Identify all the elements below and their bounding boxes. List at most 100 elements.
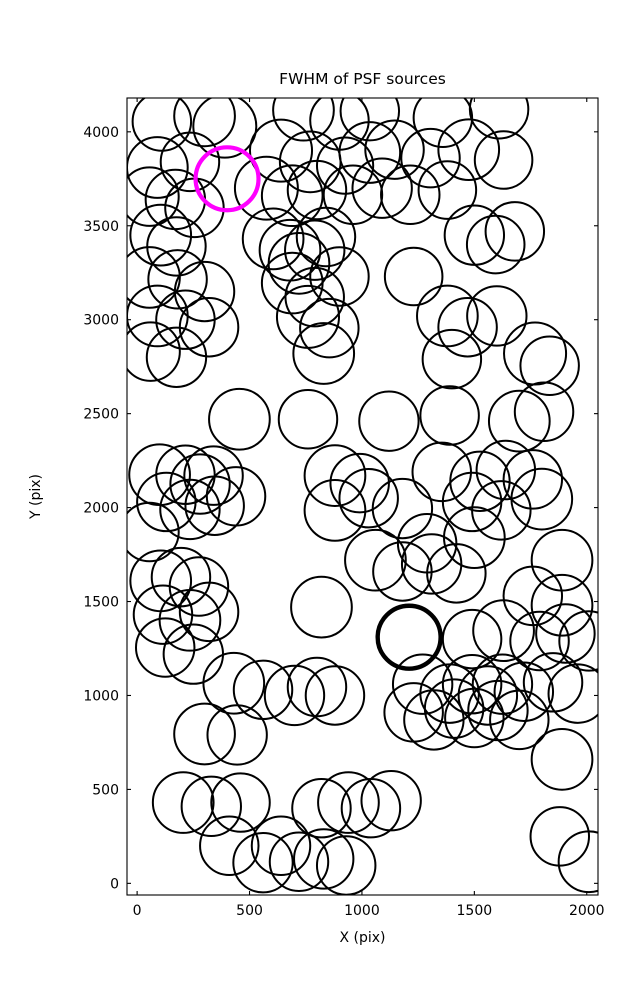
psf-source-circle xyxy=(286,159,348,221)
psf-source-circle xyxy=(472,599,535,663)
psf-source-circle xyxy=(400,533,463,595)
psf-source-circle xyxy=(178,581,240,643)
psf-source-circle xyxy=(416,284,479,348)
x-tick-label: 2000 xyxy=(569,903,605,919)
psf-source-circle xyxy=(400,127,461,189)
psf-source-circle xyxy=(391,653,454,715)
psf-source-circle xyxy=(210,772,271,833)
psf-source-circle xyxy=(465,214,526,275)
psf-source-circle xyxy=(557,830,598,894)
axes-spines xyxy=(126,97,599,896)
psf-source-circle xyxy=(535,603,596,664)
psf-source-circle xyxy=(437,118,501,182)
psf-source-circle xyxy=(403,689,465,751)
y-tick-label: 2500 xyxy=(83,407,119,423)
psf-source-circle xyxy=(457,665,519,726)
psf-source-circle xyxy=(502,449,564,510)
psf-source-circle xyxy=(441,471,503,533)
axes-frame xyxy=(126,97,599,896)
psf-source-circle xyxy=(419,385,480,446)
psf-source-circle xyxy=(547,663,598,724)
psf-source-circle xyxy=(383,246,444,307)
chart-title: FWHM of PSF sources xyxy=(279,70,446,88)
psf-source-circle xyxy=(487,389,551,453)
psf-source-circle xyxy=(444,687,505,749)
psf-source-circle xyxy=(339,98,401,142)
psf-source-circle xyxy=(421,328,483,390)
psf-source-circle xyxy=(309,246,370,307)
psf-source-circle-heavy xyxy=(375,603,443,671)
x-axis-label: X (pix) xyxy=(339,930,385,946)
psf-source-circle xyxy=(493,661,555,722)
psf-source-circle xyxy=(509,610,570,672)
psf-source-circle xyxy=(263,664,326,727)
psf-source-circle xyxy=(471,480,532,541)
psf-source-circle xyxy=(260,251,324,315)
psf-source-circle xyxy=(466,285,528,347)
psf-source-circle xyxy=(199,815,260,877)
psf-source-circle xyxy=(338,121,402,184)
psf-source-circle xyxy=(351,157,413,219)
psf-source-circle xyxy=(286,656,348,718)
psf-source-circle xyxy=(159,131,221,193)
psf-source-circle xyxy=(206,704,268,766)
psf-source-circle xyxy=(290,575,353,639)
y-tick-label: 3500 xyxy=(83,219,119,235)
psf-source-circle xyxy=(260,164,324,228)
psf-source-circle xyxy=(241,207,305,271)
x-tick-label: 500 xyxy=(236,903,263,919)
psf-source-circle xyxy=(268,831,330,892)
psf-source-circle xyxy=(437,296,498,358)
psf-source-circle xyxy=(192,98,258,159)
psf-source-circle xyxy=(183,445,244,506)
psf-source-circle xyxy=(412,98,474,148)
psf-source-circle xyxy=(169,453,231,515)
psf-source-circle xyxy=(303,479,367,542)
psf-source-circle xyxy=(489,689,550,751)
psf-source-circle xyxy=(344,528,407,592)
psf-source-circle xyxy=(284,266,345,328)
psf-source-circle xyxy=(530,573,594,637)
psf-source-circle xyxy=(129,203,193,267)
psf-source-circle xyxy=(522,652,584,713)
x-tick-label: 1500 xyxy=(457,903,493,919)
psf-source-circle xyxy=(329,452,390,514)
psf-source-circle xyxy=(371,477,434,540)
psf-source-circle xyxy=(272,98,335,142)
psf-source-circle xyxy=(360,770,422,832)
axis-tickmarks xyxy=(127,98,598,895)
psf-source-markers xyxy=(127,98,598,895)
psf-source-circle xyxy=(248,118,314,183)
y-axis-label: Y (pix) xyxy=(28,474,44,520)
psf-source-circle xyxy=(127,166,180,227)
psf-source-circle xyxy=(134,617,196,678)
psf-source-circle xyxy=(277,389,339,450)
psf-source-circle xyxy=(426,543,487,604)
y-tick-label: 1500 xyxy=(83,595,119,611)
psf-source-circle xyxy=(304,665,366,726)
psf-source-circle xyxy=(202,651,266,715)
psf-source-circle xyxy=(303,444,367,507)
psf-source-circle xyxy=(284,219,346,281)
psf-source-circle xyxy=(338,467,399,529)
psf-source-circle xyxy=(364,119,425,180)
psf-source-circle xyxy=(484,201,546,262)
x-tick-label: 0 xyxy=(133,903,142,919)
psf-source-circle xyxy=(155,289,216,350)
psf-source-circle xyxy=(127,321,181,382)
psf-source-circle xyxy=(250,815,312,877)
psf-source-circle xyxy=(205,466,267,527)
y-tick-label: 3000 xyxy=(83,313,119,329)
y-tick-label: 0 xyxy=(110,876,119,892)
psf-source-circle xyxy=(473,130,534,190)
psf-source-circle xyxy=(293,828,355,890)
psf-source-circle xyxy=(510,467,574,531)
psf-source-circle xyxy=(317,771,380,834)
y-tick-label: 4000 xyxy=(83,125,119,141)
psf-source-circle xyxy=(441,608,503,670)
y-tick-label: 1000 xyxy=(83,688,119,704)
psf-source-circle xyxy=(151,771,215,834)
y-tick-label: 500 xyxy=(92,782,119,798)
